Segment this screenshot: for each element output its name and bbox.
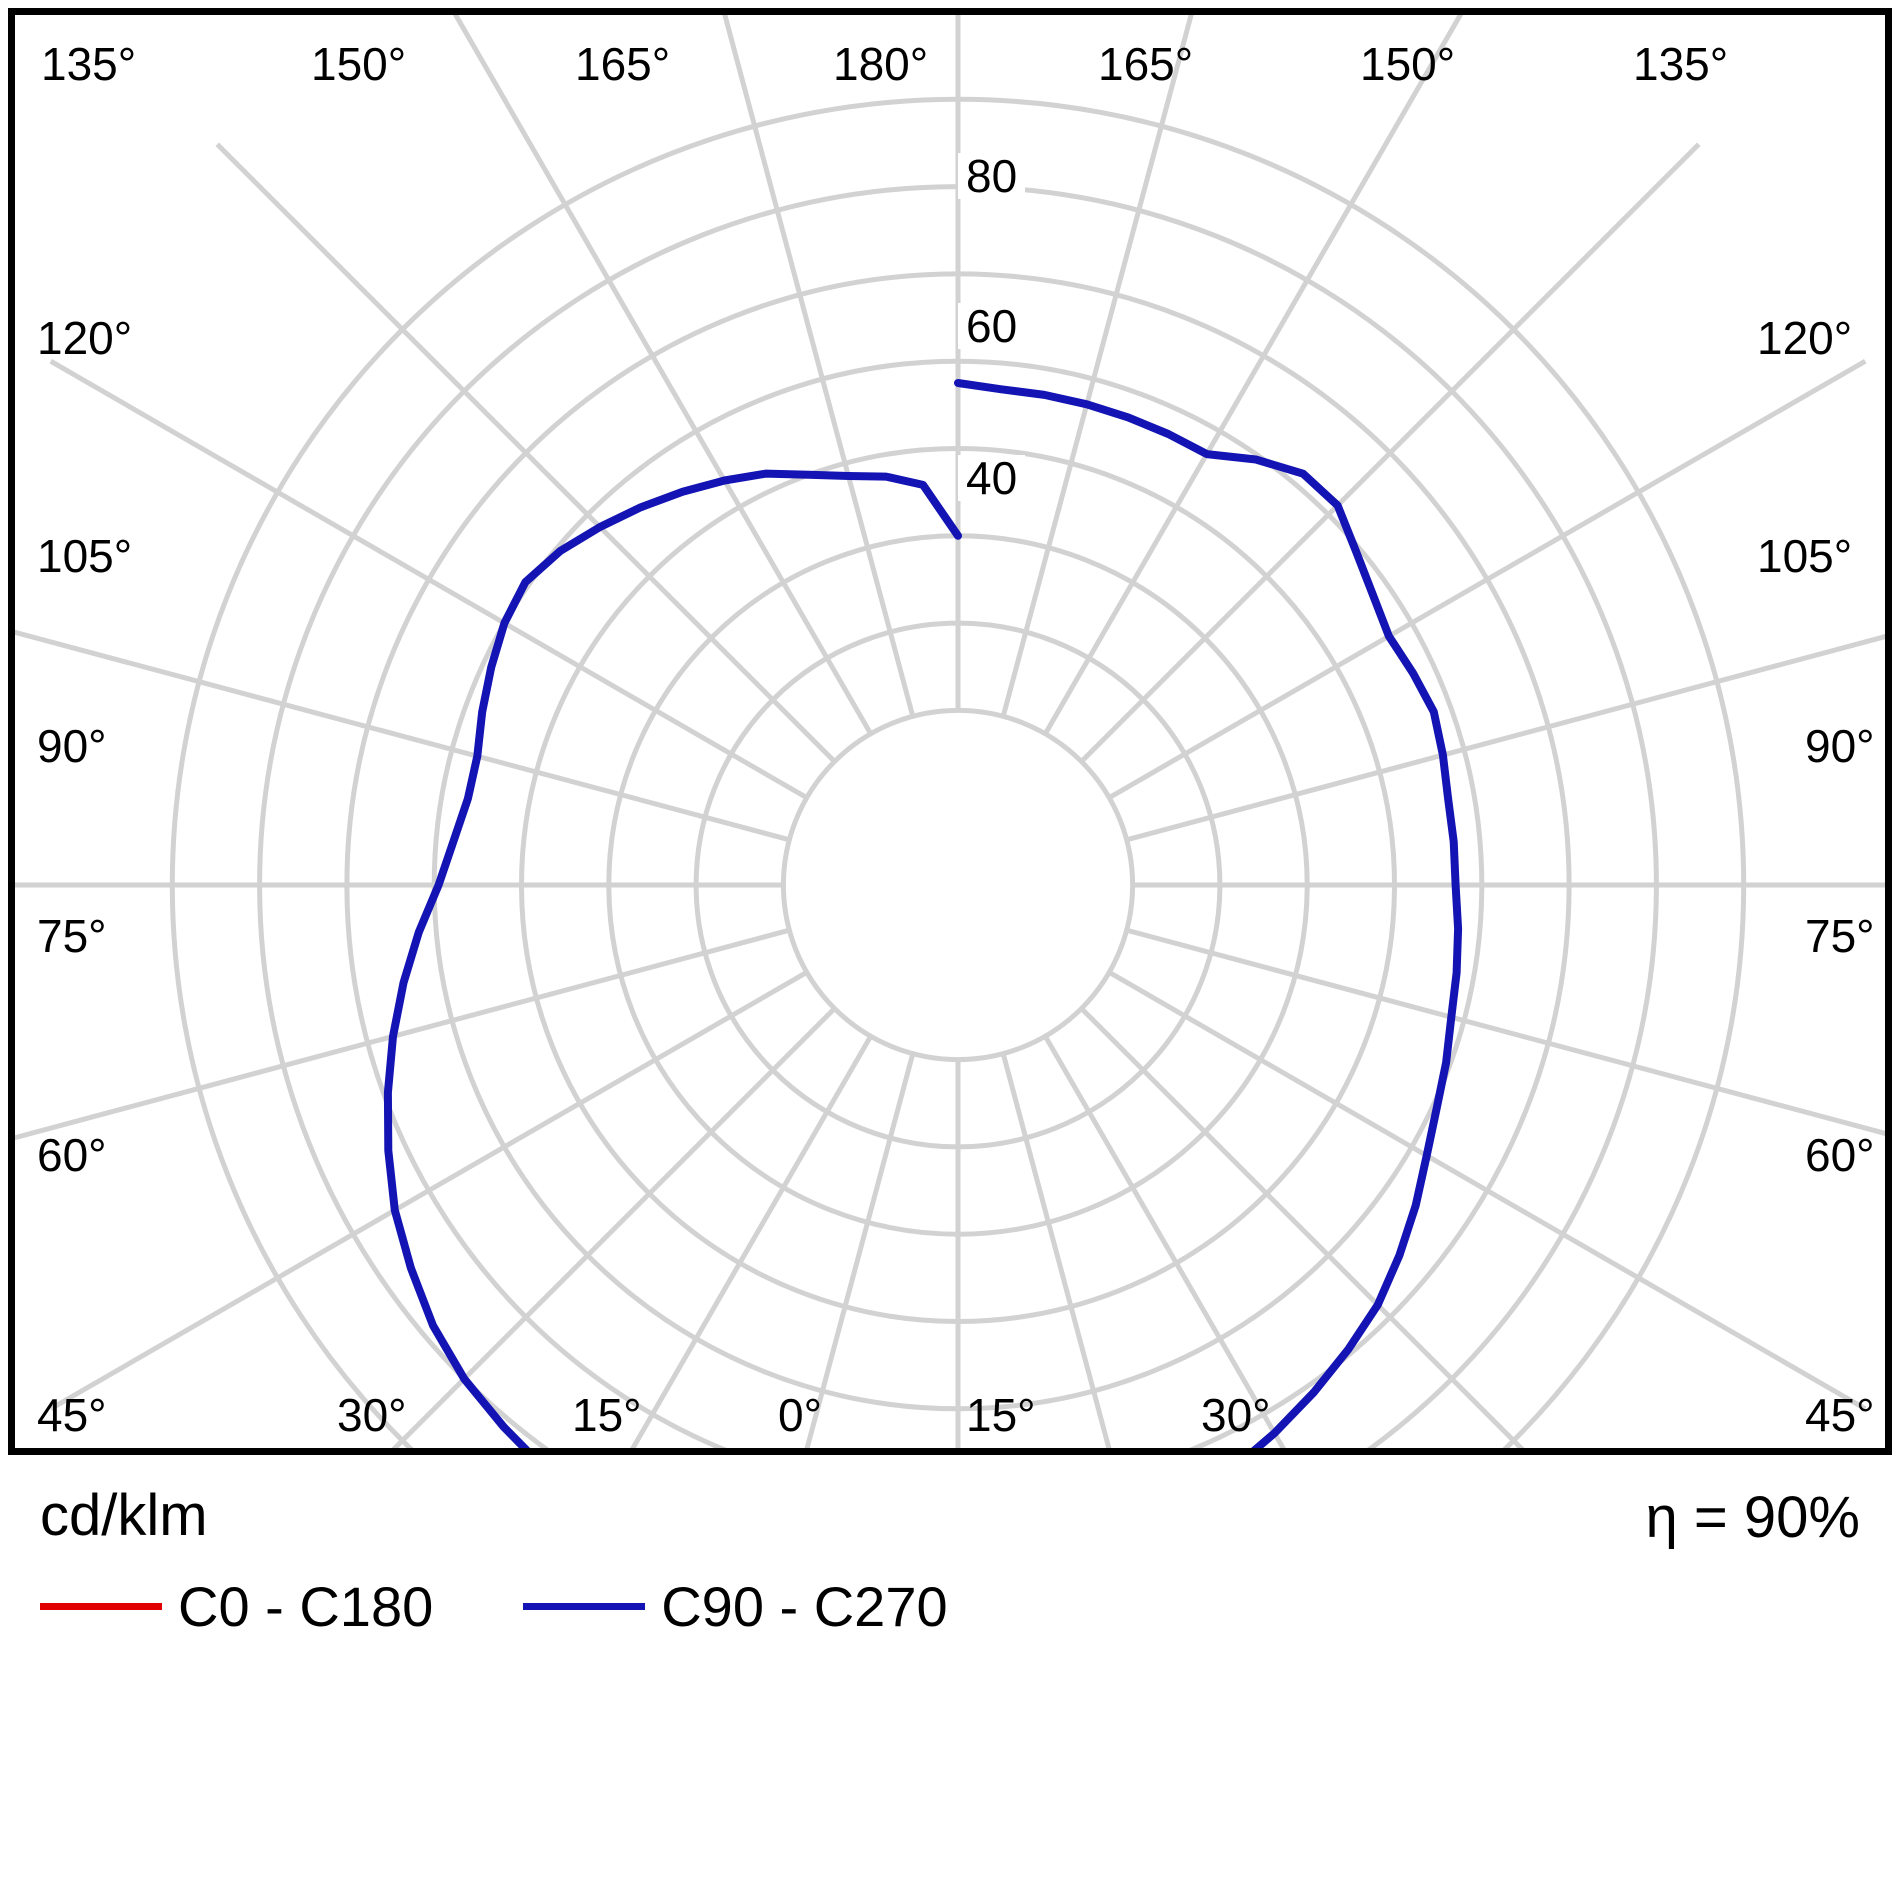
polar-grid-and-curves: [15, 15, 1885, 1448]
curve-c90-c270: [383, 379, 1463, 1448]
angle-label-30-bottom-left: 30°: [337, 1389, 407, 1441]
legend-label-c90-c270: C90 - C270: [661, 1575, 948, 1638]
grid-spoke--30: [630, 1034, 873, 1448]
radial-label-60: 60: [958, 303, 1026, 349]
angle-label-135-top-right: 135°: [1633, 38, 1729, 90]
angle-label-75-right: 75°: [1805, 910, 1875, 962]
grid-spoke-30: [1043, 1034, 1286, 1448]
angle-label-60-right: 60°: [1805, 1129, 1875, 1181]
grid-spoke-60: [1107, 970, 1867, 1411]
polar-plot-area: 135° 150° 165° 180° 165° 150° 135° 120° 105° 90° 7…: [8, 8, 1892, 1455]
grid-spoke-165: [1000, 15, 1194, 717]
legend-item-c0-c180[interactable]: C0 - C180: [40, 1574, 433, 1639]
efficiency-label: η = 90%: [1645, 1485, 1860, 1550]
angle-label-45-bottom-right: 45°: [1805, 1389, 1875, 1441]
angle-label-0-bottom: 0°: [778, 1389, 822, 1441]
angle-label-180-top: 180°: [833, 38, 929, 90]
angle-label-75-left: 75°: [37, 910, 107, 962]
series-legend: C0 - C180 C90 - C270: [40, 1574, 948, 1639]
grid-spoke-150: [1043, 15, 1464, 736]
legend-swatch-c0-c180: [40, 1603, 162, 1610]
angle-label-45-bottom-left: 45°: [37, 1389, 107, 1441]
grid-spoke--105: [15, 629, 790, 843]
distribution-curves: [383, 379, 1463, 1448]
grid-spoke--75: [15, 927, 790, 1141]
angle-label-60-left: 60°: [37, 1129, 107, 1181]
unit-label: cd/klm: [40, 1483, 208, 1548]
angle-label-90-right: 90°: [1805, 720, 1875, 772]
angle-label-165-top-right: 165°: [1098, 38, 1194, 90]
angle-label-120-right: 120°: [1757, 312, 1853, 364]
grid-spoke--60: [49, 970, 809, 1411]
grid-spoke--45: [391, 1006, 837, 1448]
radial-label-40: 40: [958, 455, 1026, 501]
grid-spoke--150: [452, 15, 873, 736]
angle-label-135-top-left: 135°: [41, 38, 137, 90]
grid-spoke--120: [49, 359, 809, 800]
grid-spoke-135: [1079, 142, 1701, 764]
angle-label-105-left: 105°: [37, 530, 133, 582]
angle-label-105-right: 105°: [1757, 530, 1853, 582]
angle-label-30-bottom-right: 30°: [1201, 1389, 1271, 1441]
grid-spoke--165: [722, 15, 916, 717]
legend-label-c0-c180: C0 - C180: [178, 1575, 434, 1638]
legend-bar: cd/klm η = 90% C0 - C180 C90 - C270: [0, 1462, 1900, 1900]
grid-spoke-105: [1126, 634, 1885, 843]
angle-label-150-top-left: 150°: [311, 38, 407, 90]
grid-spoke-75: [1126, 927, 1885, 1136]
grid-spoke--135: [215, 142, 837, 764]
angle-label-150-top-right: 150°: [1360, 38, 1456, 90]
legend-item-c90-c270[interactable]: C90 - C270: [523, 1574, 948, 1639]
legend-swatch-c90-c270: [523, 1603, 646, 1610]
angle-label-120-left: 120°: [37, 312, 133, 364]
grid-spoke--15: [804, 1053, 916, 1448]
grid-ring-20: [780, 707, 1136, 1063]
radial-label-80: 80: [958, 153, 1026, 199]
angle-label-15-bottom-left: 15°: [572, 1389, 642, 1441]
grid-spoke-120: [1107, 359, 1867, 800]
angle-label-90-left: 90°: [37, 720, 107, 772]
angle-label-165-top-left: 165°: [575, 38, 671, 90]
grid-spoke-15: [1000, 1053, 1112, 1448]
angle-label-15-bottom-right: 15°: [966, 1389, 1036, 1441]
polar-gridlines: [15, 15, 1885, 1448]
grid-spoke-45: [1079, 1006, 1525, 1448]
